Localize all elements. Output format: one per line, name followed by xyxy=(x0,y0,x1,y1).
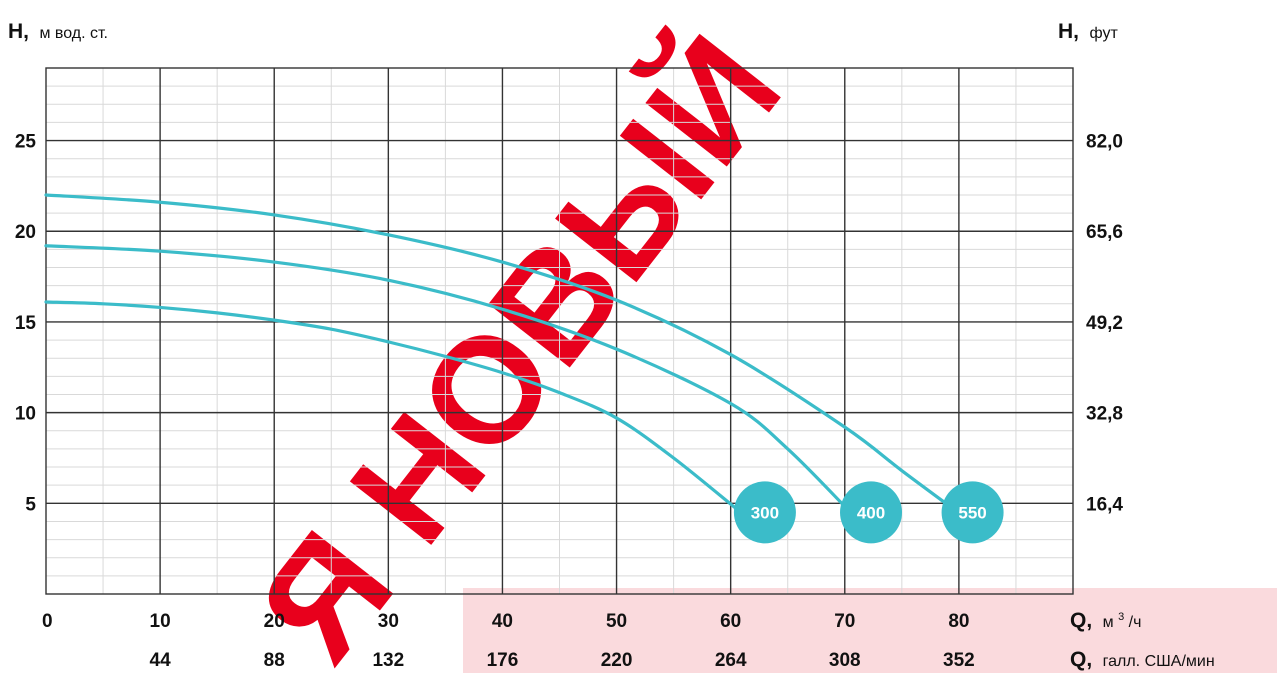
series-marker-label-550: 550 xyxy=(958,503,986,522)
x-secondary-axis-symbol: Q, xyxy=(1070,648,1092,671)
y-left-tick-label: 25 xyxy=(15,132,37,153)
series-line-550 xyxy=(44,193,955,511)
x-primary-axis-unit-tail: /ч xyxy=(1129,614,1142,631)
x-secondary-tick-label: 132 xyxy=(372,650,404,671)
x-secondary-tick-label: 264 xyxy=(715,650,747,671)
series-marker-label-300: 300 xyxy=(751,503,779,522)
series-line-300 xyxy=(44,300,738,511)
y-right-tick-label: 16,4 xyxy=(1086,494,1123,515)
x-secondary-tick-label: 308 xyxy=(829,650,861,671)
y-right-axis-unit: фут xyxy=(1089,25,1118,42)
x-secondary-tick-label: 44 xyxy=(150,650,172,671)
x-primary-tick-label: 70 xyxy=(834,611,855,632)
y-right-tick-label: 65,6 xyxy=(1086,222,1123,243)
x-secondary-tick-label: 220 xyxy=(601,650,633,671)
watermark-text: Я НОВЫЙ xyxy=(225,5,812,673)
y-right-tick-label: 82,0 xyxy=(1086,132,1123,153)
y-right-axis-title: H, фут xyxy=(1058,20,1118,43)
y-left-ticks: 5 10 15 20 25 xyxy=(15,132,37,516)
series-marker-label-400: 400 xyxy=(857,503,885,522)
x-primary-tick-label: 20 xyxy=(264,611,285,632)
watermark-band xyxy=(463,588,1277,673)
x-primary-axis-unit-base: м xyxy=(1103,614,1114,631)
y-left-tick-label: 10 xyxy=(15,404,36,425)
x-primary-tick-label: 60 xyxy=(720,611,741,632)
minor-grid xyxy=(46,68,1073,594)
x-primary-axis-symbol: Q, xyxy=(1070,609,1092,632)
x-primary-tick-label: 50 xyxy=(606,611,627,632)
x-primary-ticks: 0 10 20 30 40 50 60 70 80 xyxy=(42,611,969,632)
y-left-axis-unit: м вод. ст. xyxy=(39,25,108,42)
y-right-tick-label: 49,2 xyxy=(1086,313,1123,334)
x-primary-axis-unit-sup: 3 xyxy=(1118,611,1124,623)
y-left-axis-symbol: H, xyxy=(8,20,29,43)
y-left-tick-label: 5 xyxy=(25,494,36,515)
x-primary-tick-label: 40 xyxy=(492,611,513,632)
x-secondary-tick-label: 88 xyxy=(264,650,285,671)
plot-frame xyxy=(45,67,1074,595)
y-left-tick-label: 15 xyxy=(15,313,37,334)
x-primary-tick-label: 0 xyxy=(42,611,53,632)
x-secondary-axis-title: Q, галл. США/мин xyxy=(1070,648,1215,671)
y-right-tick-label: 32,8 xyxy=(1086,404,1123,425)
y-left-tick-label: 20 xyxy=(15,222,36,243)
y-right-ticks: 16,4 32,8 49,2 65,6 82,0 xyxy=(1086,132,1123,516)
series-marker-550 xyxy=(941,481,1004,544)
x-primary-axis-title: Q, м 3 /ч xyxy=(1070,607,1141,632)
series-marker-400 xyxy=(840,481,903,544)
x-secondary-axis-unit: галл. США/мин xyxy=(1103,653,1215,670)
x-secondary-tick-label: 176 xyxy=(487,650,519,671)
series-markers: 300 400 550 xyxy=(733,481,1004,544)
x-secondary-ticks: 44 88 132 176 220 264 308 352 xyxy=(150,650,975,671)
curves xyxy=(44,193,955,511)
y-right-axis-symbol: H, xyxy=(1058,20,1079,43)
series-marker-300 xyxy=(733,481,796,544)
x-primary-tick-label: 10 xyxy=(150,611,171,632)
x-primary-tick-label: 30 xyxy=(378,611,399,632)
series-line-400 xyxy=(44,244,849,511)
y-left-axis-title: H, м вод. ст. xyxy=(8,20,108,43)
x-primary-tick-label: 80 xyxy=(948,611,969,632)
x-secondary-tick-label: 352 xyxy=(943,650,975,671)
